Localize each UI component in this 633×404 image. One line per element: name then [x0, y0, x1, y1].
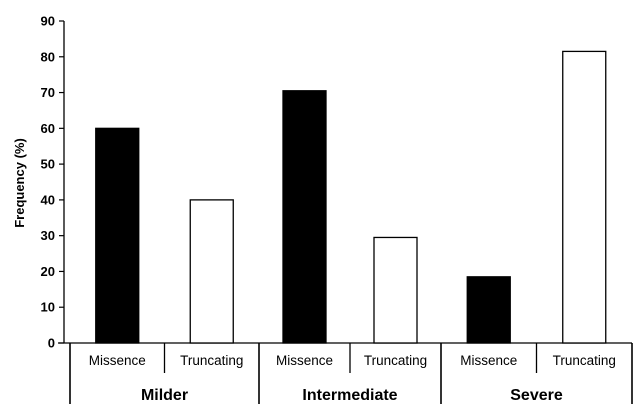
y-axis-title: Frequency (%)	[12, 138, 27, 228]
y-ticks: 0 10 20 30 40 50 60 70 80 90	[41, 14, 64, 351]
group-label: Severe	[510, 387, 563, 404]
bar-milder-truncating	[189, 199, 234, 344]
y-tick-label: 90	[41, 14, 55, 29]
y-tick-label: 50	[41, 157, 55, 172]
group-label: Intermediate	[302, 387, 397, 404]
x-sub-label: Missence	[460, 353, 517, 368]
x-sub-label: Truncating	[553, 353, 616, 368]
bars	[95, 50, 607, 344]
x-sub-label: Truncating	[364, 353, 427, 368]
bar-severe-truncating	[562, 50, 607, 344]
x-sub-label: Missence	[276, 353, 333, 368]
y-tick-label: 30	[41, 228, 55, 243]
bar-intermediate-missence	[282, 90, 327, 344]
y-tick-label: 20	[41, 264, 55, 279]
y-tick-label: 40	[41, 192, 55, 207]
x-labels: Missence Truncating Milder Missence Truncati…	[69, 343, 633, 404]
y-tick-label: 60	[41, 121, 55, 136]
bar-severe-missence	[466, 276, 511, 344]
x-sub-label: Truncating	[180, 353, 243, 368]
group-label: Milder	[141, 387, 188, 404]
y-tick-label: 70	[41, 85, 55, 100]
axes	[58, 21, 632, 344]
bar-milder-missence	[95, 127, 140, 344]
bar-intermediate-truncating	[373, 236, 418, 344]
x-sub-label: Missence	[89, 353, 146, 368]
y-tick-label: 0	[48, 336, 55, 351]
y-tick-label: 10	[41, 300, 55, 315]
y-tick-label: 80	[41, 49, 55, 64]
